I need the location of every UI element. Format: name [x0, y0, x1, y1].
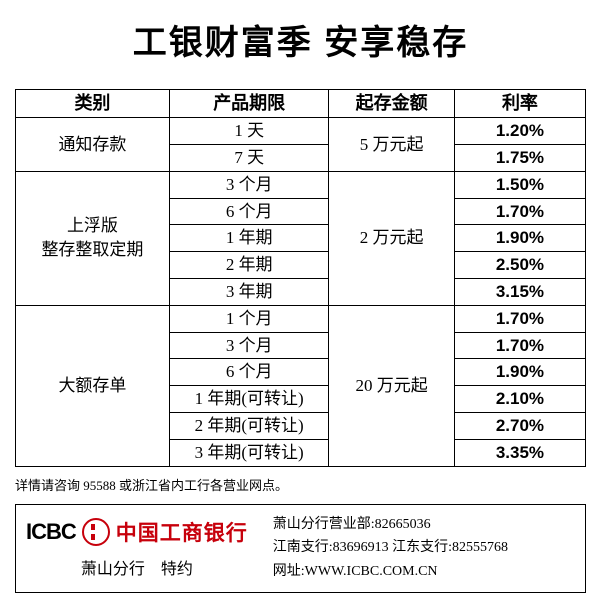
table-row: 通知存款1 天5 万元起1.20%: [16, 118, 586, 145]
cell-rate: 1.90%: [454, 359, 585, 386]
icbc-logo-icon: [82, 518, 110, 546]
cell-term: 1 个月: [169, 305, 329, 332]
table-row: 大额存单1 个月20 万元起1.70%: [16, 305, 586, 332]
cell-term: 6 个月: [169, 359, 329, 386]
cell-category: 大额存单: [16, 305, 170, 466]
cell-rate: 1.90%: [454, 225, 585, 252]
cell-rate: 2.70%: [454, 412, 585, 439]
cell-rate: 1.75%: [454, 144, 585, 171]
banner-contacts: 萧山分行营业部:82665036 江南支行:83696913 江东支行:8255…: [263, 513, 575, 584]
icbc-en-text: ICBC: [26, 519, 76, 545]
branch-label: 萧山分行 特约: [26, 555, 248, 579]
cell-term: 6 个月: [169, 198, 329, 225]
col-category: 类别: [16, 90, 170, 118]
col-term: 产品期限: [169, 90, 329, 118]
cell-rate: 2.50%: [454, 252, 585, 279]
cell-rate: 1.20%: [454, 118, 585, 145]
cell-rate: 3.35%: [454, 439, 585, 466]
cell-category: 上浮版整存整取定期: [16, 171, 170, 305]
cell-min-amount: 20 万元起: [329, 305, 454, 466]
cell-term: 1 年期: [169, 225, 329, 252]
cell-rate: 2.10%: [454, 386, 585, 413]
cell-rate: 1.70%: [454, 198, 585, 225]
cell-term: 3 个月: [169, 171, 329, 198]
page-title: 工银财富季 安享稳存: [15, 15, 586, 64]
cell-rate: 1.70%: [454, 305, 585, 332]
contact-line-3: 网址:WWW.ICBC.COM.CN: [273, 560, 575, 584]
table-header-row: 类别 产品期限 起存金额 利率: [16, 90, 586, 118]
cell-min-amount: 5 万元起: [329, 118, 454, 172]
cell-rate: 3.15%: [454, 278, 585, 305]
cell-term: 3 年期(可转让): [169, 439, 329, 466]
deposit-table: 类别 产品期限 起存金额 利率 通知存款1 天5 万元起1.20%7 天1.75…: [15, 89, 586, 467]
cell-term: 3 年期: [169, 278, 329, 305]
banner-left: ICBC 中国工商银行 萧山分行 特约: [26, 517, 263, 579]
cell-term: 2 年期(可转让): [169, 412, 329, 439]
cell-rate: 1.50%: [454, 171, 585, 198]
cell-term: 2 年期: [169, 252, 329, 279]
bank-banner: ICBC 中国工商银行 萧山分行 特约 萧山分行营业部:82665036 江南支…: [15, 504, 586, 593]
table-row: 上浮版整存整取定期3 个月2 万元起1.50%: [16, 171, 586, 198]
col-rate: 利率: [454, 90, 585, 118]
footnote: 详情请咨询 95588 或浙江省内工行各营业网点。: [15, 475, 586, 494]
icbc-logo-row: ICBC 中国工商银行: [26, 517, 248, 547]
cell-term: 1 天: [169, 118, 329, 145]
icbc-cn-text: 中国工商银行: [116, 517, 248, 547]
cell-term: 3 个月: [169, 332, 329, 359]
cell-rate: 1.70%: [454, 332, 585, 359]
contact-line-2: 江南支行:83696913 江东支行:82555768: [273, 536, 575, 560]
col-min: 起存金额: [329, 90, 454, 118]
contact-line-1: 萧山分行营业部:82665036: [273, 513, 575, 537]
cell-category: 通知存款: [16, 118, 170, 172]
cell-min-amount: 2 万元起: [329, 171, 454, 305]
cell-term: 1 年期(可转让): [169, 386, 329, 413]
cell-term: 7 天: [169, 144, 329, 171]
